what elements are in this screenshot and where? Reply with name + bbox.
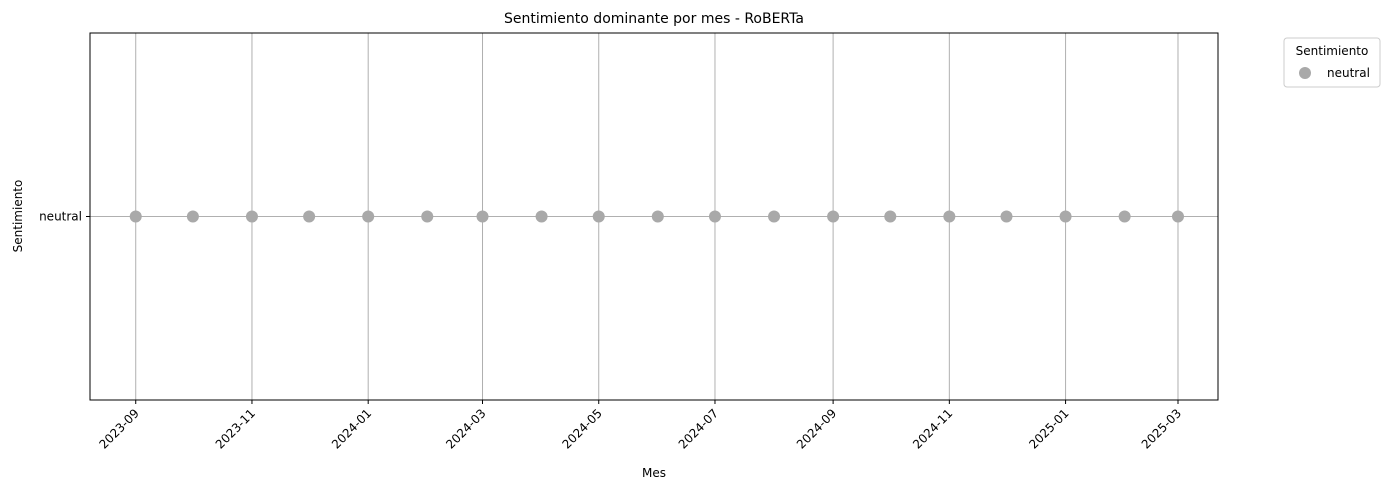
x-tick-label: 2024-09 [794, 406, 839, 451]
data-point-neutral [535, 210, 548, 223]
data-point-neutral [708, 210, 721, 223]
legend-title: Sentimiento [1296, 44, 1369, 58]
x-tick-label: 2023-09 [96, 406, 141, 451]
data-point-neutral [827, 210, 840, 223]
data-point-neutral [1171, 210, 1184, 223]
data-point-neutral [768, 210, 781, 223]
data-point-neutral [186, 210, 199, 223]
legend-label-neutral: neutral [1327, 66, 1370, 80]
data-point-neutral [1000, 210, 1013, 223]
data-point-neutral [303, 210, 316, 223]
data-point-neutral [421, 210, 434, 223]
data-point-neutral [245, 210, 258, 223]
data-point-neutral [129, 210, 142, 223]
legend-marker-neutral [1299, 67, 1311, 79]
data-points [129, 210, 1184, 223]
data-point-neutral [592, 210, 605, 223]
y-tick-label: neutral [39, 210, 82, 224]
x-tick-label: 2025-03 [1139, 406, 1184, 451]
chart-title: Sentimiento dominante por mes - RoBERTa [504, 11, 804, 27]
data-point-neutral [651, 210, 664, 223]
data-point-neutral [884, 210, 897, 223]
x-tick-label: 2024-03 [443, 406, 488, 451]
x-tick-label: 2024-01 [329, 406, 374, 451]
x-axis-label: Mes [642, 466, 666, 480]
data-point-neutral [362, 210, 375, 223]
data-point-neutral [476, 210, 489, 223]
legend: Sentimiento neutral [1283, 37, 1381, 88]
x-tick-label: 2024-05 [560, 406, 605, 451]
x-tick-label: 2024-07 [676, 406, 721, 451]
y-axis-label: Sentimiento [11, 180, 25, 253]
x-tick-label: 2023-11 [213, 406, 258, 451]
x-axis-ticks: 2023-09 2023-11 2024-01 2024-03 2024-05 2024-… [96, 400, 1184, 452]
data-point-neutral [1118, 210, 1131, 223]
data-point-neutral [1059, 210, 1072, 223]
x-tick-label: 2025-01 [1026, 406, 1071, 451]
y-axis-ticks: neutral [39, 210, 90, 224]
data-point-neutral [943, 210, 956, 223]
x-tick-label: 2024-11 [910, 406, 955, 451]
